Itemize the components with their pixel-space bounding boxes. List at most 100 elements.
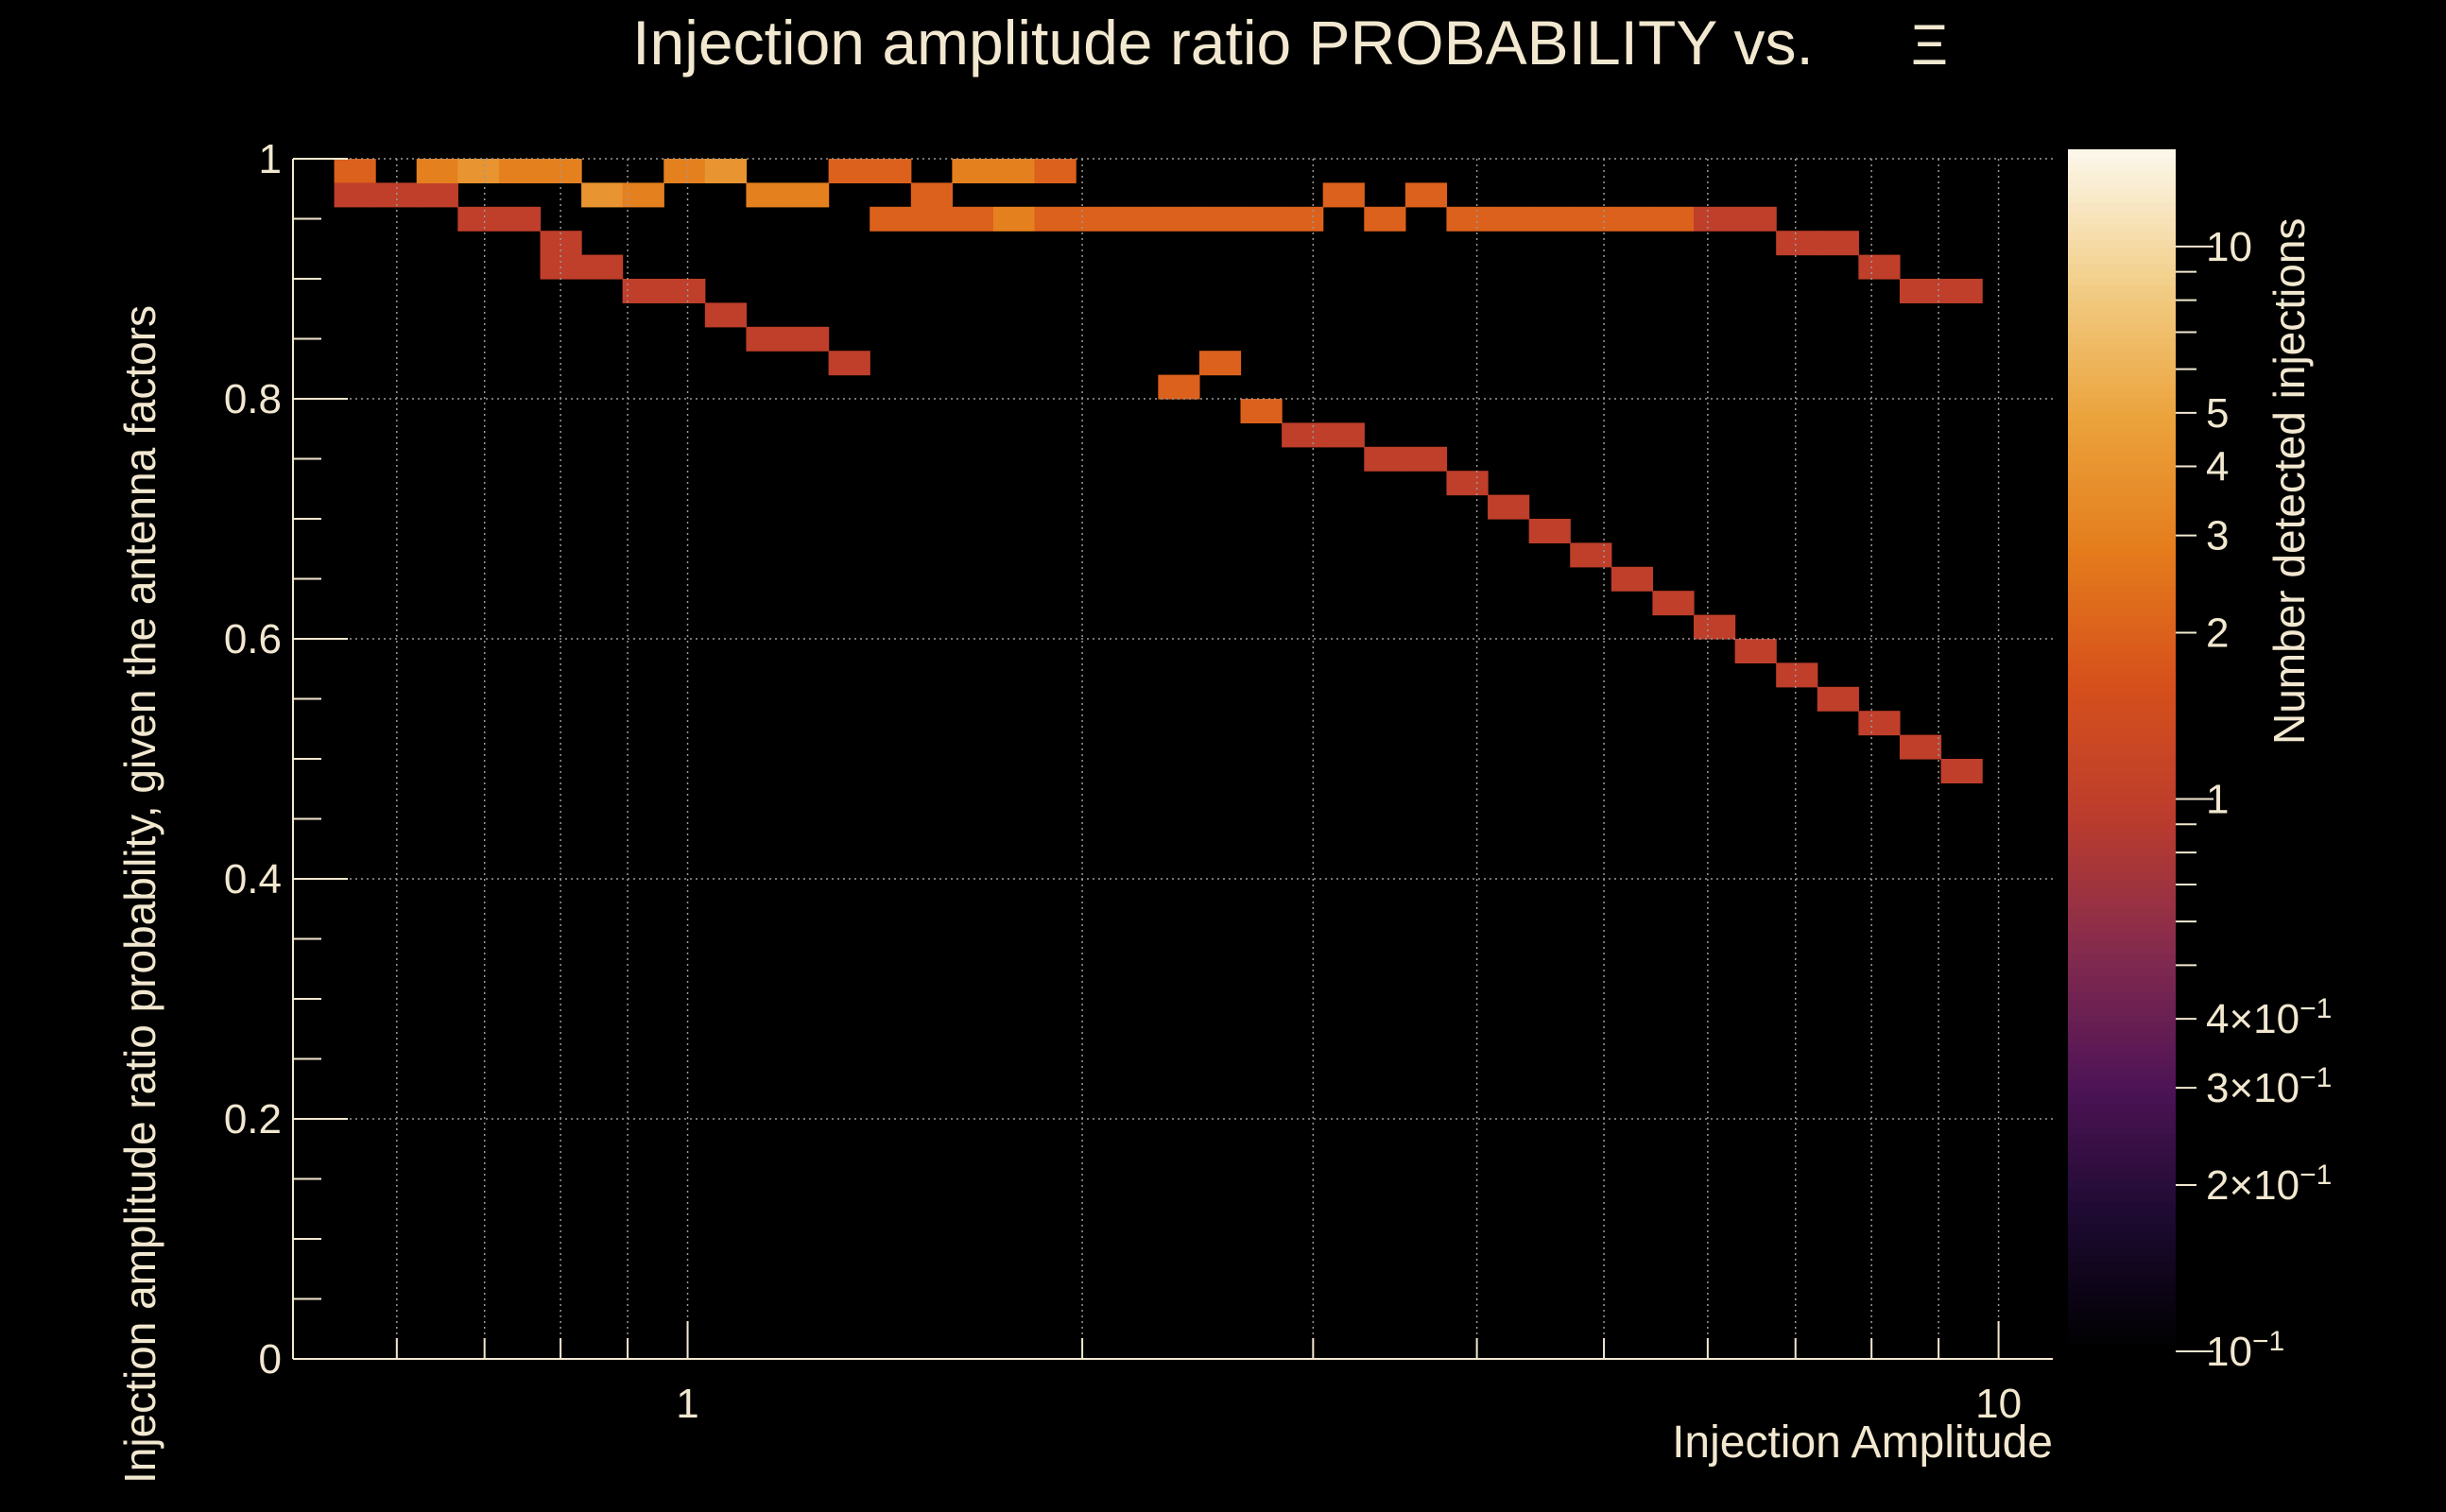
heatmap-cell — [1652, 206, 1695, 232]
colorbar-segment — [2068, 757, 2176, 766]
heatmap-cell — [910, 206, 953, 232]
y-tick-label: 0.4 — [224, 856, 282, 902]
colorbar-segment — [2068, 644, 2176, 654]
heatmap-cell — [334, 182, 376, 208]
y-tick-label: 0.2 — [224, 1096, 282, 1143]
heatmap-cell — [787, 326, 830, 352]
colorbar-segment — [2068, 502, 2176, 511]
colorbar-segment — [2068, 600, 2176, 609]
colorbar-segment — [2068, 705, 2176, 714]
colorbar-segment — [2068, 690, 2176, 699]
colorbar-segment — [2068, 209, 2176, 218]
colorbar-segment — [2068, 1178, 2176, 1188]
colorbar-segment — [2068, 314, 2176, 323]
colorbar-segment — [2068, 179, 2176, 188]
heatmap-cell — [787, 182, 830, 208]
heatmap-cell — [1694, 206, 1736, 232]
colorbar-segment — [2068, 171, 2176, 180]
heatmap-cell — [1364, 206, 1406, 232]
colorbar-segment — [2068, 1344, 2176, 1352]
colorbar-segment — [2068, 382, 2176, 391]
heatmap-cell — [1611, 206, 1654, 232]
heatmap-cell — [1404, 446, 1448, 472]
colorbar-segment — [2068, 435, 2176, 444]
colorbar-segment — [2068, 1088, 2176, 1097]
heatmap-cell — [992, 159, 1036, 183]
heatmap-cell — [828, 351, 870, 376]
chart-title: Injection amplitude ratio PROBABILITY vs… — [632, 8, 1814, 77]
heatmap-cell — [1446, 471, 1489, 496]
colorbar-segment — [2068, 593, 2176, 601]
colorbar-segment — [2068, 442, 2176, 451]
colorbar-segment — [2068, 277, 2176, 286]
x-tick-label: 1 — [676, 1381, 698, 1427]
heatmap-cell — [1116, 206, 1159, 232]
colorbar-segment — [2068, 772, 2176, 782]
colorbar-segment — [2068, 743, 2176, 751]
heatmap-cell — [704, 302, 748, 328]
colorbar-segment — [2068, 825, 2176, 834]
colorbar-segment — [2068, 186, 2176, 196]
colorbar-segment — [2068, 1329, 2176, 1338]
colorbar-segment — [2068, 1186, 2176, 1195]
heatmap-cell — [581, 182, 624, 208]
colorbar-segment — [2068, 420, 2176, 429]
colorbar-segment — [2068, 614, 2176, 624]
y-tick-label: 0.6 — [224, 616, 282, 662]
colorbar-segment — [2068, 901, 2176, 909]
colorbar-segment — [2068, 697, 2176, 707]
colorbar-segment — [2068, 990, 2176, 1000]
colorbar-segment — [2068, 1118, 2176, 1127]
colorbar-segment — [2068, 878, 2176, 887]
colorbar-segment — [2068, 1057, 2176, 1067]
colorbar-segment — [2068, 1163, 2176, 1173]
heatmap-cell — [1240, 206, 1283, 232]
colorbar-segment — [2068, 652, 2176, 662]
colorbar-segment — [2068, 509, 2176, 519]
colorbar-segment — [2068, 795, 2176, 804]
colorbar-segment — [2068, 667, 2176, 677]
colorbar-segment — [2068, 547, 2176, 557]
heatmap-cell — [1158, 206, 1200, 232]
colorbar-segment — [2068, 1238, 2176, 1247]
colorbar-segment — [2068, 517, 2176, 526]
heatmap-cell — [498, 159, 542, 183]
heatmap-cell — [1817, 686, 1859, 712]
colorbar-segment — [2068, 1110, 2176, 1120]
y-tick-label: 0 — [259, 1336, 282, 1383]
heatmap-cell — [1240, 399, 1283, 423]
colorbar-segment — [2068, 1005, 2176, 1015]
colorbar-segment — [2068, 156, 2176, 165]
heatmap-cell — [457, 159, 500, 183]
heatmap-cell — [1899, 734, 1942, 760]
colorbar-segment — [2068, 479, 2176, 489]
heatmap-cell — [1198, 351, 1242, 376]
y-axis-label: Injection amplitude ratio probability, g… — [115, 305, 164, 1484]
colorbar-segment — [2068, 922, 2176, 932]
colorbar-segment — [2068, 1314, 2176, 1323]
heatmap-cell — [1364, 446, 1406, 472]
colorbar-segment — [2068, 675, 2176, 684]
heatmap-cell — [1652, 591, 1695, 616]
colorbar-segment — [2068, 765, 2176, 774]
x-tick-label: 10 — [1975, 1381, 2022, 1427]
colorbar-segment — [2068, 1065, 2176, 1074]
colorbar-segment — [2068, 1080, 2176, 1090]
heatmap-cell — [746, 326, 788, 352]
colorbar-segment — [2068, 216, 2176, 226]
colorbar-segment — [2068, 848, 2176, 857]
heatmap-cell — [1528, 206, 1571, 232]
colorbar-segment — [2068, 893, 2176, 902]
colorbar-segment — [2068, 163, 2176, 173]
colorbar-segment — [2068, 1215, 2176, 1225]
colorbar-segment — [2068, 817, 2176, 827]
colorbar-segment — [2068, 239, 2176, 249]
heatmap-cell — [1776, 662, 1818, 688]
colorbar-segment — [2068, 367, 2176, 376]
heatmap-cell — [910, 182, 953, 208]
heatmap-cell — [1940, 279, 1983, 303]
y-tick-label: 1 — [259, 136, 282, 182]
colorbar-segment — [2068, 472, 2176, 481]
colorbar-tick-label: 10 — [2206, 224, 2252, 270]
